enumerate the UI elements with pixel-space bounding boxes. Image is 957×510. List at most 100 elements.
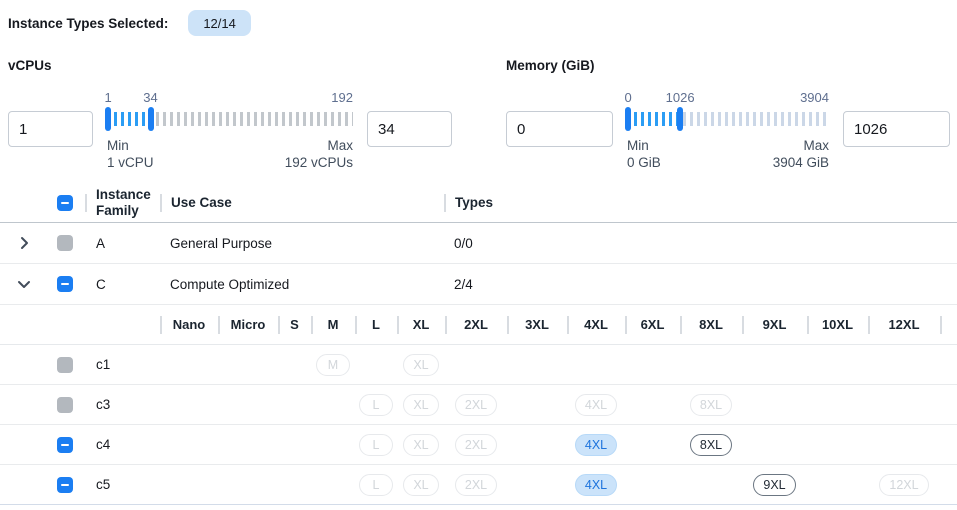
row-a-use-case: General Purpose [170, 235, 273, 251]
memory-max-caption: Max [803, 138, 829, 153]
size-header-m: M [311, 305, 355, 344]
memory-max-detail: 3904 GiB [772, 155, 829, 170]
vcpus-title: vCPUs [8, 58, 52, 73]
vcpus-min-input[interactable] [8, 111, 93, 147]
size-row-c4: c4 L XL 2XL 4XL 8XL [0, 425, 957, 465]
family-row-c: C Compute Optimized 2/4 [0, 264, 957, 305]
pill-c4-8xl[interactable]: 8XL [689, 433, 733, 456]
size-header-row: Nano Micro S M L XL 2XL 3XL 4XL 6XL 8XL … [0, 305, 957, 345]
memory-slider: 0 1026 3904 Min 0 GiB Max [624, 90, 829, 171]
filters-section: vCPUs 1 34 192 Min 1 vCPU [0, 58, 957, 171]
row-c-types-count: 2/4 [454, 276, 473, 292]
row-c1-family-label: c1 [96, 357, 111, 372]
size-header-8xl: 8XL [680, 305, 742, 344]
column-header-use-case: Use Case [160, 195, 444, 211]
size-header-micro: Micro [218, 305, 278, 344]
select-all-checkbox[interactable] [57, 195, 73, 211]
memory-slider-track[interactable] [625, 107, 829, 131]
pill-c5-xl: XL [403, 473, 439, 496]
table-header-row: Instance Family Use Case Types [0, 184, 957, 223]
row-c1-checkbox [57, 356, 73, 373]
memory-minmax-captions: Min 0 GiB Max 3904 GiB [627, 137, 829, 171]
pill-c3-2xl: 2XL [454, 393, 498, 416]
memory-min-detail: 0 GiB [627, 155, 661, 170]
size-row-c3: c3 L XL 2XL 4XL 8XL [0, 385, 957, 425]
row-c5-checkbox[interactable] [57, 476, 73, 493]
memory-scale-labels: 0 1026 3904 [624, 90, 829, 109]
vcpus-slider-ticks [107, 112, 353, 126]
row-c-checkbox[interactable] [57, 276, 73, 292]
vcpus-scale-high: 192 [331, 90, 353, 105]
memory-filter: Memory (GiB) 0 1026 3904 Min [506, 58, 950, 171]
size-header-s: S [278, 305, 311, 344]
vcpus-slider-active-range [107, 112, 151, 126]
vcpus-max-input[interactable] [367, 111, 452, 147]
row-c5-family-label: c5 [96, 477, 111, 492]
row-a-types-count: 0/0 [454, 235, 473, 251]
size-header-3xl: 3XL [507, 305, 567, 344]
pill-c3-8xl: 8XL [689, 393, 733, 416]
size-header-nano: Nano [160, 305, 218, 344]
size-header-9xl: 9XL [742, 305, 807, 344]
instance-family-table: Instance Family Use Case Types A General… [0, 184, 957, 505]
pill-c5-4xl[interactable]: 4XL [574, 473, 618, 496]
row-a-checkbox [57, 235, 73, 251]
vcpus-slider-handle-min[interactable] [105, 107, 111, 131]
size-header-12xl: 12XL [868, 305, 940, 344]
row-c3-checkbox [57, 396, 73, 413]
pill-c4-l: L [359, 433, 393, 456]
memory-scale-low: 0 [624, 90, 632, 105]
pill-c3-4xl: 4XL [574, 393, 618, 416]
vcpus-scale-labels: 1 34 192 [104, 90, 353, 109]
vcpus-scale-mid: 34 [143, 90, 158, 105]
size-header-6xl: 6XL [625, 305, 680, 344]
row-c4-checkbox[interactable] [57, 436, 73, 453]
size-header-10xl: 10XL [807, 305, 868, 344]
vcpus-slider: 1 34 192 Min 1 vCPU Max [104, 90, 353, 171]
row-c4-family-label: c4 [96, 437, 111, 452]
memory-min-input[interactable] [506, 111, 613, 147]
instance-types-selected-label: Instance Types Selected: [8, 15, 169, 31]
selected-count-badge: 12/14 [188, 10, 251, 36]
vcpus-minmax-captions: Min 1 vCPU Max 192 vCPUs [107, 137, 353, 171]
row-c-use-case: Compute Optimized [170, 276, 290, 292]
vcpus-slider-track[interactable] [105, 107, 353, 131]
vcpus-max-caption: Max [327, 138, 353, 153]
family-row-a: A General Purpose 0/0 [0, 223, 957, 264]
pill-c5-9xl[interactable]: 9XL [753, 473, 796, 496]
memory-max-input[interactable] [843, 111, 950, 147]
pill-c4-2xl: 2XL [454, 433, 498, 456]
pill-c3-xl: XL [403, 393, 439, 416]
memory-slider-handle-max[interactable] [677, 107, 684, 131]
pill-c5-l: L [359, 473, 393, 496]
size-header-2xl: 2XL [445, 305, 507, 344]
row-a-family-label: A [96, 235, 106, 251]
column-header-instance-family: Instance Family [85, 187, 160, 219]
vcpus-max-detail: 192 vCPUs [284, 155, 353, 170]
memory-scale-mid: 1026 [665, 90, 695, 105]
vcpus-scale-low: 1 [104, 90, 112, 105]
size-row-c5: c5 L XL 2XL 4XL 9XL 12XL [0, 465, 957, 505]
vcpus-min-caption: Min [107, 138, 129, 153]
size-header-l: L [355, 305, 397, 344]
collapse-chevron-down-icon[interactable] [16, 276, 32, 292]
expand-chevron-right-icon[interactable] [16, 235, 32, 251]
pill-c5-2xl: 2XL [454, 473, 498, 496]
size-header-xl: XL [397, 305, 445, 344]
memory-slider-active-range [627, 112, 681, 126]
row-c-family-label: C [96, 276, 106, 292]
column-header-types: Types [444, 195, 957, 211]
vcpus-filter: vCPUs 1 34 192 Min 1 vCPU [8, 58, 452, 171]
vcpus-min-detail: 1 vCPU [107, 155, 154, 170]
pill-c5-12xl: 12XL [879, 473, 929, 496]
pill-c3-l: L [359, 393, 393, 416]
size-row-c1: c1 M XL [0, 345, 957, 385]
size-header-end-separator [940, 305, 957, 344]
row-c3-family-label: c3 [96, 397, 111, 412]
memory-min-caption: Min [627, 138, 649, 153]
vcpus-slider-handle-max[interactable] [147, 107, 154, 131]
memory-title: Memory (GiB) [506, 58, 595, 73]
memory-slider-handle-min[interactable] [625, 107, 631, 131]
pill-c4-4xl[interactable]: 4XL [574, 433, 618, 456]
top-bar: Instance Types Selected: 12/14 [8, 10, 957, 36]
